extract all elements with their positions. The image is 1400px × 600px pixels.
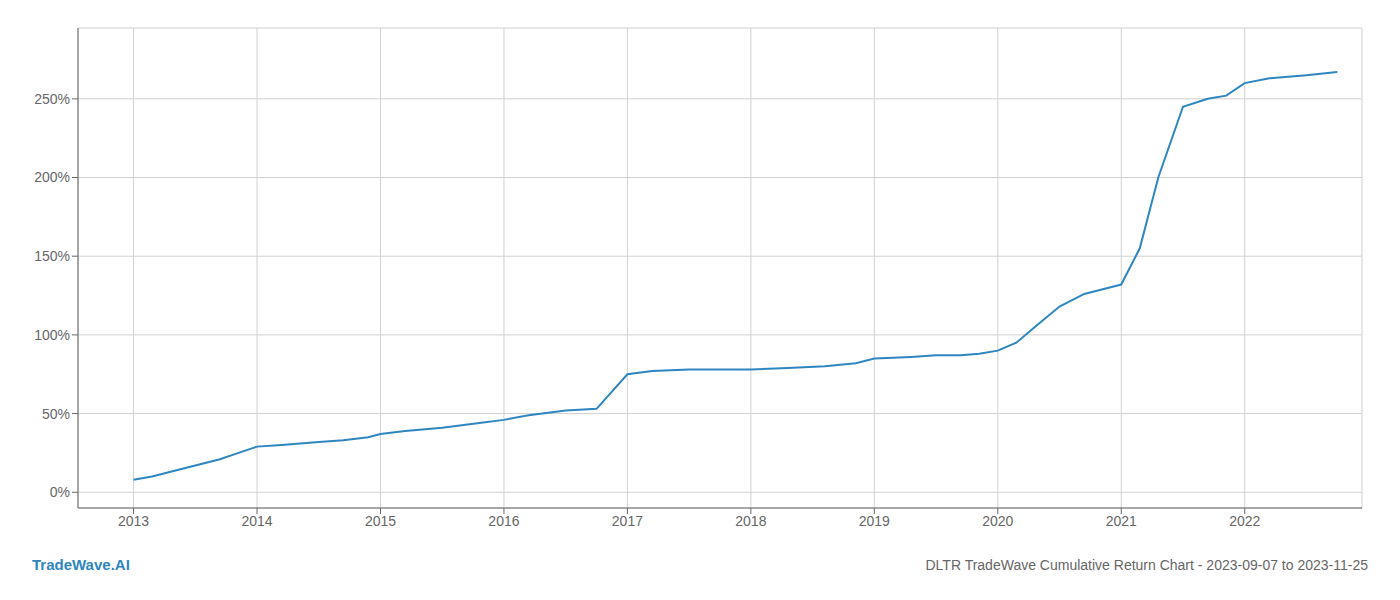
svg-text:2014: 2014 [241, 513, 272, 529]
svg-text:0%: 0% [50, 484, 70, 500]
html-text:DLTR TradeWave Cumulative Retu: DLTR TradeWave Cumulative Return Chart -… [925, 556, 1368, 573]
svg-text:2016: 2016 [488, 513, 519, 529]
svg-text:2018: 2018 [735, 513, 766, 529]
svg-text:2017: 2017 [612, 513, 643, 529]
svg-text:200%: 200% [34, 169, 70, 185]
svg-text:2020: 2020 [982, 513, 1013, 529]
svg-text:250%: 250% [34, 91, 70, 107]
svg-text:100%: 100% [34, 327, 70, 343]
svg-text:50%: 50% [42, 406, 70, 422]
svg-text:150%: 150% [34, 248, 70, 264]
svg-text:2022: 2022 [1229, 513, 1260, 529]
svg-text:2019: 2019 [859, 513, 890, 529]
svg-text:2015: 2015 [365, 513, 396, 529]
svg-text:2013: 2013 [118, 513, 149, 529]
html-text:TradeWave.AI: TradeWave.AI [32, 556, 130, 573]
svg-text:2021: 2021 [1106, 513, 1137, 529]
